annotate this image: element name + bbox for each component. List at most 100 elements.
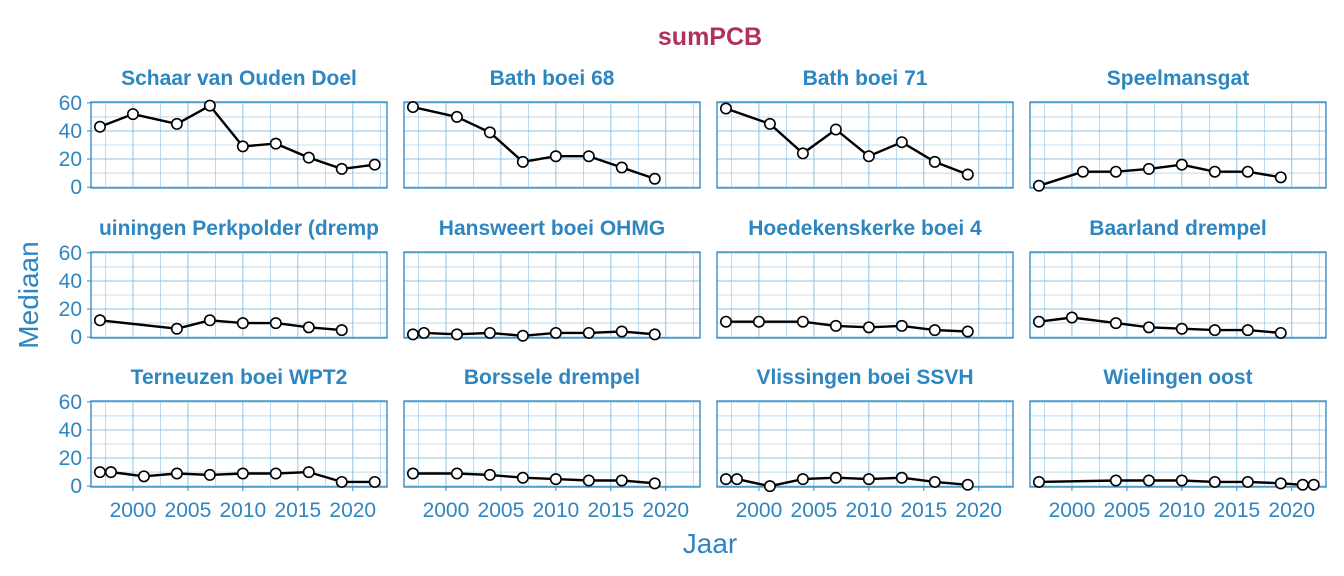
x-tick-label: 2015: [900, 499, 947, 522]
data-point: [582, 326, 595, 339]
data-point: [170, 117, 183, 130]
panel-title: Speelmansgat: [1107, 67, 1249, 90]
data-point: [1175, 322, 1188, 335]
data-point: [1208, 324, 1221, 337]
data-point: [93, 120, 106, 133]
grid: [1030, 102, 1326, 188]
x-tick-label: 2010: [1158, 499, 1205, 522]
x-tick-label: 2015: [1213, 499, 1260, 522]
data-point: [137, 470, 150, 483]
panel-border: [1029, 400, 1327, 488]
data-point: [236, 317, 249, 330]
data-point: [483, 468, 496, 481]
data-point: [549, 326, 562, 339]
facet-panel: Baarland drempel: [1029, 217, 1327, 339]
data-point: [928, 324, 941, 337]
data-point: [730, 473, 743, 486]
facet-panel: Hoedekenskerke boei 4: [716, 217, 1014, 339]
data-point: [1109, 474, 1122, 487]
x-tick-label: 2020: [329, 499, 376, 522]
data-point: [450, 328, 463, 341]
data-point: [1296, 478, 1309, 491]
x-tick-label: 2010: [845, 499, 892, 522]
data-point: [1274, 477, 1287, 490]
x-tick-label: 2005: [1104, 499, 1151, 522]
grid: [404, 401, 700, 487]
data-point: [406, 467, 419, 480]
data-point: [1241, 324, 1254, 337]
data-point: [1032, 475, 1045, 488]
data-point: [1307, 478, 1320, 491]
y-tick-label: 60: [59, 391, 82, 414]
y-tick-label: 0: [70, 475, 82, 498]
data-point: [1208, 165, 1221, 178]
panel-border: [90, 400, 388, 488]
grid: [91, 401, 387, 487]
panel-border: [90, 251, 388, 339]
panel-title: Wielingen oost: [1103, 366, 1252, 389]
facet-panel: uiningen Perkpolder (dremp 0 20 40 60: [59, 217, 388, 349]
panel-title: Hansweert boei OHMG: [439, 217, 665, 240]
data-point: [406, 328, 419, 341]
data-point: [829, 471, 842, 484]
data-point: [93, 314, 106, 327]
data-point: [335, 324, 348, 337]
panel-border: [716, 101, 1014, 189]
data-point: [203, 468, 216, 481]
facet-panel: Speelmansgat: [1029, 67, 1327, 192]
data-point: [752, 315, 765, 328]
panel-border: [1029, 251, 1327, 339]
y-tick-label: 0: [70, 176, 82, 199]
data-point: [961, 168, 974, 181]
facet-panels: Schaar van Ouden Doel 0 20 40 60 Bath boei 68…: [59, 67, 1327, 522]
series-line: [725, 107, 969, 176]
data-point: [763, 117, 776, 130]
x-tick-label: 2005: [165, 499, 212, 522]
data-point: [170, 467, 183, 480]
data-point: [928, 475, 941, 488]
x-axis-title: Jaar: [683, 528, 737, 559]
x-tick-label: 2010: [219, 499, 266, 522]
y-axis-title: Mediaan: [13, 241, 44, 348]
y-tick-label: 60: [59, 242, 82, 265]
grid: [717, 401, 1013, 487]
panel-border: [716, 251, 1014, 339]
data-point: [1175, 474, 1188, 487]
grid: [717, 102, 1013, 188]
data-point: [763, 480, 776, 493]
data-point: [719, 473, 732, 486]
x-tick-label: 2000: [423, 499, 470, 522]
data-point: [236, 467, 249, 480]
grid: [404, 252, 700, 338]
data-point: [615, 161, 628, 174]
data-point: [516, 155, 529, 168]
x-tick-label: 2020: [642, 499, 689, 522]
x-tick-label: 2000: [736, 499, 783, 522]
x-tick-label: 2020: [955, 499, 1002, 522]
data-point: [582, 474, 595, 487]
data-point: [1175, 158, 1188, 171]
data-point: [829, 319, 842, 332]
facet-panel: Bath boei 68: [403, 67, 701, 189]
data-point: [829, 123, 842, 136]
x-tick-label: 2015: [274, 499, 321, 522]
x-tick-label: 2005: [791, 499, 838, 522]
data-point: [417, 326, 430, 339]
data-point: [203, 314, 216, 327]
panel-border: [1029, 101, 1327, 189]
grid: [1030, 401, 1326, 487]
data-point: [615, 325, 628, 338]
facet-panel: Vlissingen boei SSVH 2000 2005 2010 2015 2020: [716, 366, 1014, 522]
data-point: [450, 467, 463, 480]
data-point: [483, 126, 496, 139]
data-point: [719, 102, 732, 115]
data-point: [368, 475, 381, 488]
data-point: [895, 136, 908, 149]
panel-title: Vlissingen boei SSVH: [756, 366, 973, 389]
panel-title: Schaar van Ouden Doel: [121, 67, 357, 90]
panel-border: [403, 251, 701, 339]
facet-panel: Terneuzen boei WPT2 0 20 40 60 2000 2005 2010 20…: [59, 366, 388, 522]
data-point: [549, 473, 562, 486]
data-point: [1241, 165, 1254, 178]
data-point: [1032, 315, 1045, 328]
